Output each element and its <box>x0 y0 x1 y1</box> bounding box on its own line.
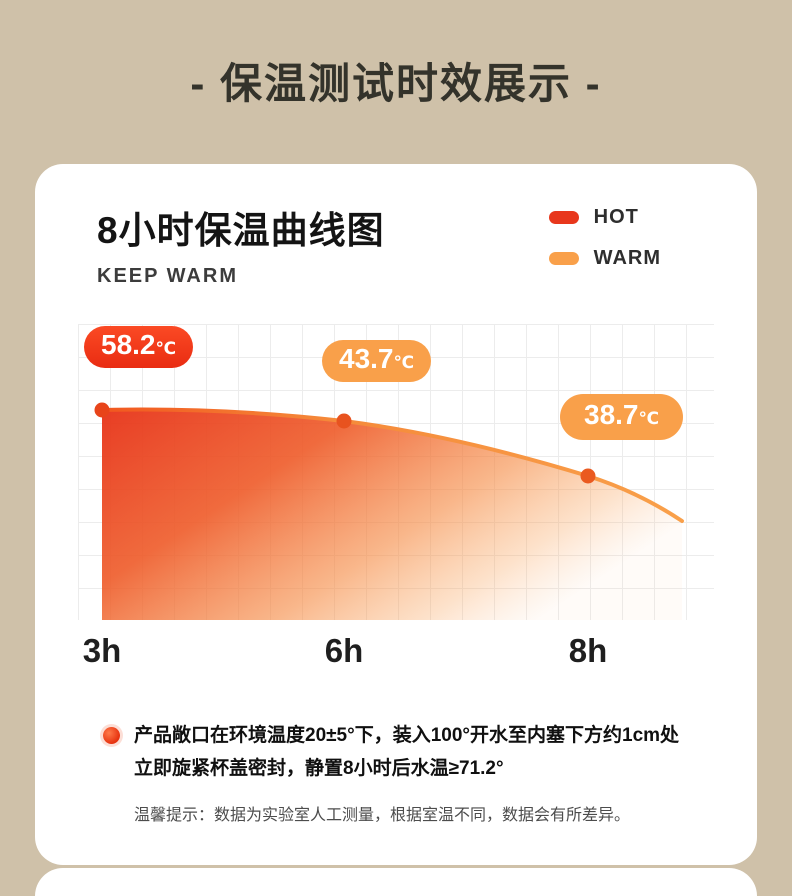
next-section-card-edge <box>35 868 757 896</box>
legend-label-hot: HOT <box>593 206 639 229</box>
page-header: - 保温测试时效展示 - <box>0 0 792 108</box>
data-point-8h <box>580 468 596 484</box>
temp-label-8h: 38.7℃ <box>560 394 684 441</box>
card-header: 8小时保温曲线图 KEEP WARM HOT WARM <box>77 200 715 288</box>
x-axis-label-6h: 6h <box>324 632 364 670</box>
x-axis-label-8h: 8h <box>568 632 608 670</box>
legend-swatch-hot-icon <box>548 211 579 225</box>
data-point-6h <box>336 413 352 429</box>
legend-item-hot: HOT <box>548 206 661 229</box>
note-bullet-icon <box>103 727 120 745</box>
legend-label-warm: WARM <box>593 247 661 270</box>
page-title: - 保温测试时效展示 - <box>190 60 602 107</box>
chart-title-block: 8小时保温曲线图 KEEP WARM <box>97 200 385 288</box>
x-axis-label-3h: 3h <box>82 632 122 670</box>
temp-value-3h: 58.2 <box>101 329 156 361</box>
temp-unit-3h: ℃ <box>155 339 177 359</box>
temperature-chart: 58.2℃ 43.7℃ 38.7℃ <box>78 324 714 621</box>
disclaimer-tip: 温馨提示：数据为实验室人工测量，根据室温不同，数据会有所差异。 <box>134 806 631 824</box>
legend-item-warm: WARM <box>548 247 661 270</box>
temp-unit-6h: ℃ <box>393 353 415 373</box>
data-point-3h <box>94 402 110 418</box>
note-text: 产品敞口在环境温度20±5°下，装入100°开水至内塞下方约1cm处 立即旋紧杯… <box>134 720 679 785</box>
legend-swatch-warm-icon <box>548 252 579 266</box>
chart-subtitle: KEEP WARM <box>97 265 238 288</box>
note-line-2: 立即旋紧杯盖密封，静置8小时后水温≥71.2° <box>134 757 504 779</box>
temp-label-6h: 43.7℃ <box>322 340 432 383</box>
temp-value-8h: 38.7 <box>584 399 639 431</box>
temp-unit-8h: ℃ <box>638 409 660 429</box>
x-axis: 3h 6h 8h <box>78 632 714 676</box>
chart-title: 8小时保温曲线图 <box>97 210 385 252</box>
temp-value-6h: 43.7 <box>339 343 394 375</box>
curve-area-fill <box>102 409 682 621</box>
chart-legend: HOT WARM <box>548 206 697 270</box>
test-conditions-note: 产品敞口在环境温度20±5°下，装入100°开水至内塞下方约1cm处 立即旋紧杯… <box>103 720 715 785</box>
insulation-curve-card: 8小时保温曲线图 KEEP WARM HOT WARM <box>35 164 757 865</box>
note-line-1: 产品敞口在环境温度20±5°下，装入100°开水至内塞下方约1cm处 <box>134 725 680 747</box>
temp-label-3h: 58.2℃ <box>84 326 194 369</box>
temperature-curve <box>94 402 684 621</box>
curve-line <box>100 407 684 524</box>
